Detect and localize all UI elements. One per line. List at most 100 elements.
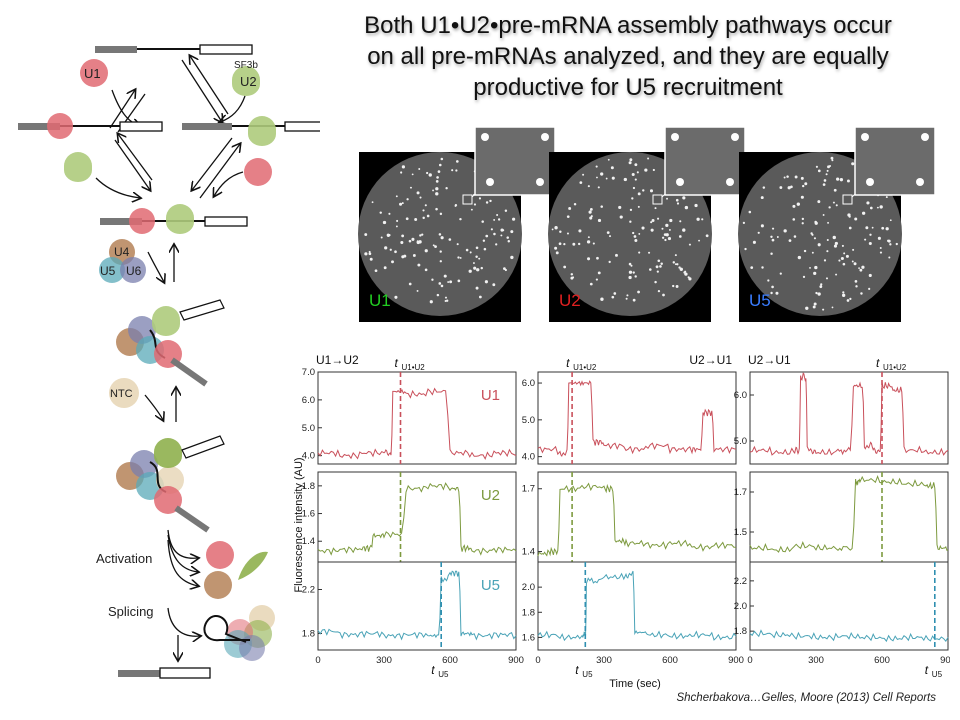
fluorescent-spot (678, 235, 682, 238)
spliceosome-assembly-scheme: U1 SF3b U2 U4 U5 U6 (18, 44, 320, 679)
fluorescent-spot (826, 169, 829, 172)
inset-spot (731, 133, 739, 141)
trace-line (317, 570, 517, 641)
fluorescent-spot (786, 175, 789, 178)
fluorescent-spot (435, 180, 439, 183)
fluorescent-spot (885, 196, 888, 199)
fluorescent-spot (855, 285, 858, 288)
fluorescent-spot (631, 197, 634, 200)
fluorescent-spot (633, 235, 637, 238)
fluorescent-spot (447, 281, 450, 283)
fluorescent-spot (845, 254, 849, 258)
fluorescent-spot (630, 264, 633, 267)
fluorescent-spot (493, 218, 496, 221)
y-axis-label: Fluorescence intensity (AU) (293, 457, 305, 592)
fluorescent-spot (389, 248, 392, 251)
zoom-region-box (652, 194, 663, 205)
fluorescent-spot (684, 272, 688, 276)
fluorescent-spot (618, 205, 622, 209)
fluorescent-spot (416, 191, 420, 195)
fluorescent-spot (661, 227, 664, 230)
fluorescent-spot (558, 242, 562, 246)
fluorescent-spot (885, 227, 889, 231)
fluorescent-spot (628, 270, 633, 274)
fluorescent-spot (826, 250, 829, 253)
fluorescent-spot (478, 197, 482, 200)
fluorescent-spot (831, 306, 834, 309)
fluorescent-spot (632, 271, 635, 274)
mrna-product (118, 667, 211, 679)
y-tick-label: 1.5 (734, 527, 747, 538)
u6-label: U6 (126, 264, 142, 278)
fluorescent-spot (551, 228, 554, 231)
fluorescent-spot (854, 217, 858, 221)
series-label: U1 (481, 387, 500, 404)
fluorescent-spot (665, 233, 669, 237)
fluorescent-spot (650, 228, 654, 232)
fluorescent-spot (637, 290, 640, 294)
fluorescent-spot (632, 298, 636, 302)
fluorescent-spot (887, 239, 891, 243)
fluorescent-spot (792, 218, 796, 221)
fluorescent-spot (672, 284, 675, 288)
fluorescent-spot (665, 223, 669, 228)
fluorescent-spot (682, 228, 686, 232)
fluorescent-spot (438, 282, 442, 285)
fluorescent-spot (408, 282, 412, 286)
fluorescent-spot (842, 293, 846, 297)
t-u5-subscript: U5 (582, 670, 593, 679)
fluorescent-spot (696, 217, 700, 221)
fluorescent-spot (573, 202, 577, 206)
fluorescent-spot (852, 248, 855, 251)
fluorescent-spot (394, 295, 398, 299)
fluorescent-spot (454, 203, 458, 207)
series-label: U5 (481, 577, 500, 594)
fluorescent-spot (424, 204, 427, 207)
fluorescent-spot (787, 186, 791, 190)
fluorescent-spot (435, 207, 438, 211)
fluorescent-spot (577, 242, 581, 246)
inset-spot (671, 133, 679, 141)
fluorescent-spot (445, 187, 448, 190)
fluorescent-spot (436, 293, 440, 297)
fluorescent-spot (626, 294, 629, 297)
y-tick-label: 1.6 (302, 509, 315, 520)
y-tick-label: 6.0 (734, 390, 747, 401)
x-tick-label: 600 (662, 655, 678, 666)
fluorescent-spot (796, 202, 801, 206)
fluorescent-spot (744, 247, 747, 251)
fluorescent-spot (448, 238, 452, 241)
fluorescent-spot (634, 239, 638, 243)
fluorescent-spot (619, 215, 623, 219)
fluorescent-spot (817, 243, 821, 247)
fluorescent-spot (555, 251, 559, 255)
panel-header: U2→U1 (689, 353, 732, 367)
fluorescent-spot (770, 252, 773, 255)
x-tick-label: 0 (315, 655, 320, 666)
fluorescent-spot (405, 217, 409, 221)
fluorescent-spot (881, 226, 885, 230)
fluorescent-spot (631, 173, 635, 177)
fluorescent-spot (504, 209, 508, 212)
fluorescent-spot (432, 244, 435, 247)
fluorescent-spot (512, 217, 516, 221)
fluorescent-spot (851, 260, 854, 263)
fluorescent-spot (797, 255, 802, 260)
trace-line (749, 474, 949, 553)
ntc-complex (109, 378, 139, 408)
fluorescent-spot (400, 241, 404, 245)
fluorescent-spot (383, 266, 387, 270)
x-tick-label: 300 (376, 655, 392, 666)
t-u5-subscript: U5 (438, 670, 449, 679)
fluorescent-spot (868, 242, 872, 246)
fluorescent-spot (589, 216, 593, 220)
fluorescent-spot (879, 247, 882, 250)
fluorescent-spot (465, 248, 469, 252)
inset-spot (536, 178, 544, 186)
fluorescent-spot (607, 158, 610, 161)
fluorescent-spot (589, 207, 593, 211)
fluorescent-spot (779, 186, 783, 189)
fluorescent-spot (476, 268, 480, 272)
trace-axes-box (317, 371, 517, 465)
released-u6-shape (238, 551, 268, 580)
